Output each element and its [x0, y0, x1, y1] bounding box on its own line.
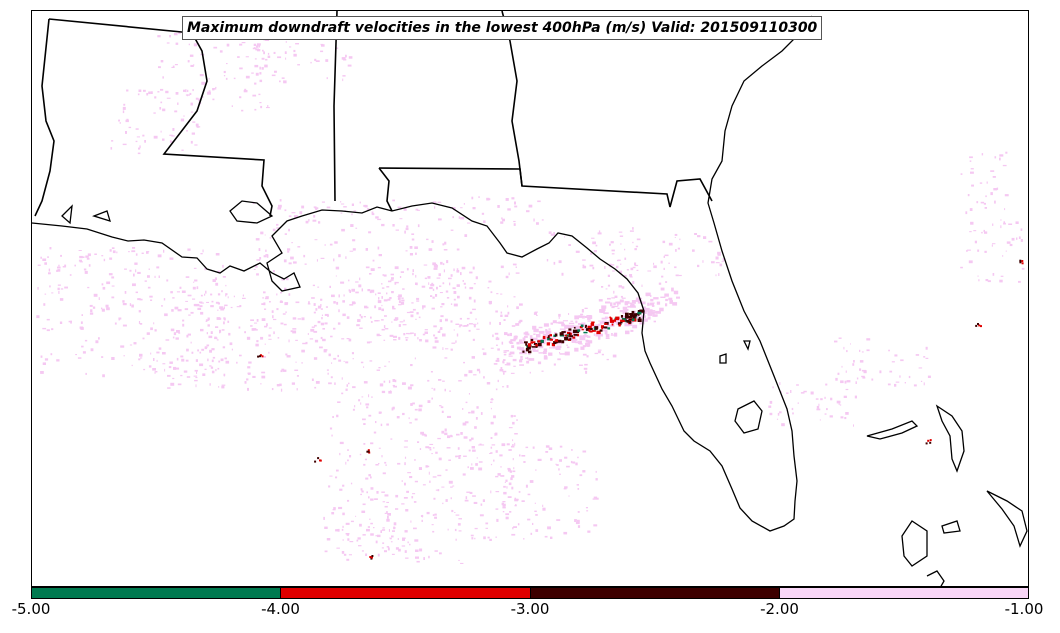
- colorbar: [31, 587, 1029, 599]
- state-borders: [34, 11, 713, 217]
- colorbar-segment-3: [529, 588, 779, 598]
- map-title: Maximum downdraft velocities in the lowe…: [182, 16, 823, 40]
- map-canvas: [32, 11, 1028, 586]
- downdraft-cores: [257, 259, 1024, 560]
- colorbar-tick-5: -1.00: [1004, 600, 1044, 618]
- coastline: [32, 15, 1028, 586]
- colorbar-segment-4: [778, 588, 1028, 598]
- colorbar-tick-4: -2.00: [760, 600, 799, 618]
- colorbar-tick-1: -5.00: [11, 600, 51, 618]
- colorbar-segment-1: [32, 588, 281, 598]
- downdraft-speckles-light: [36, 21, 1025, 564]
- colorbar-tick-3: -3.00: [510, 600, 550, 618]
- colorbar-segment-2: [280, 588, 530, 598]
- map-panel: [31, 10, 1029, 587]
- colorbar-tick-2: -4.00: [261, 600, 300, 618]
